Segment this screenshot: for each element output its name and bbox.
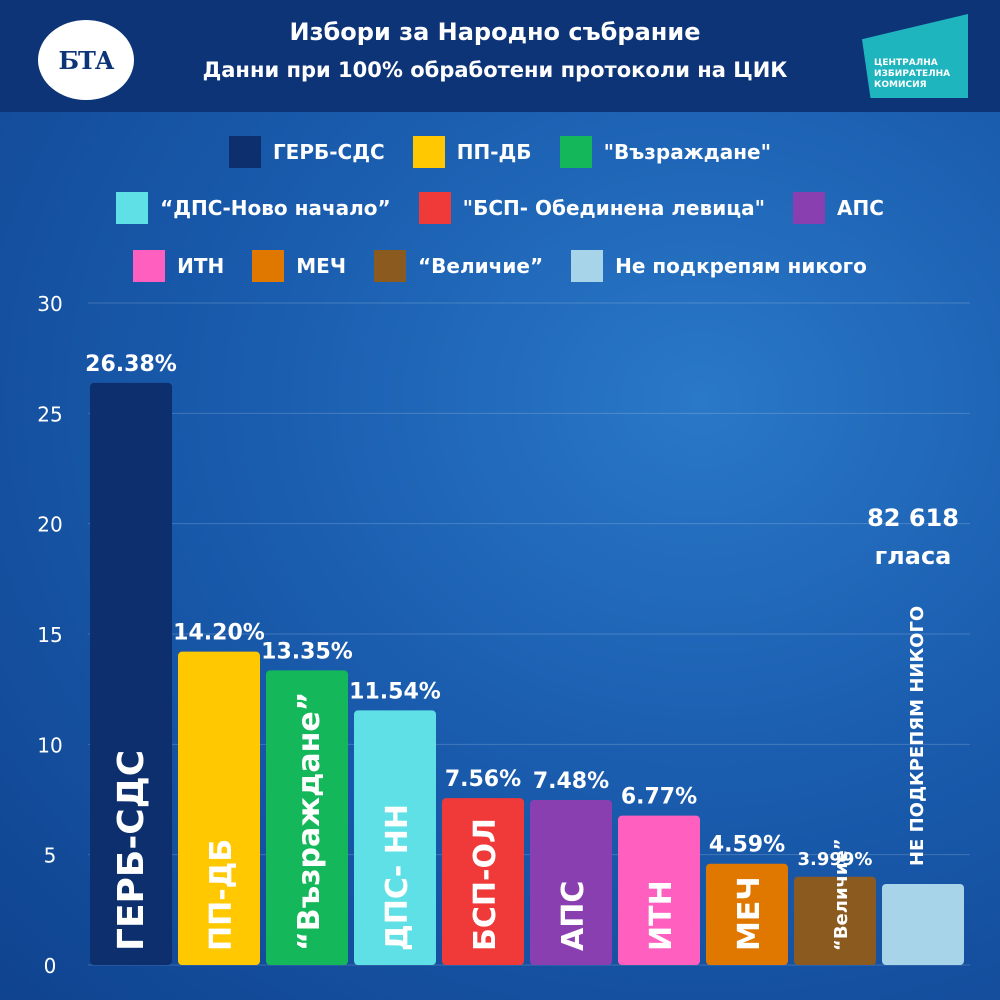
legend-label: АПС (837, 196, 884, 220)
bar (618, 815, 700, 965)
legend-item: "БСП- Обединена левица" (418, 192, 765, 224)
category-label: БСП-ОЛ (468, 818, 503, 951)
legend-swatch (252, 250, 285, 282)
legend-row-2: “ДПС-Ново начало” "БСП- Обединена левица… (0, 192, 1000, 224)
category-label: МЕЧ (732, 876, 767, 951)
legend-swatch (571, 250, 604, 282)
y-tick-label: 5 (44, 844, 57, 868)
category-label: ИТН (644, 880, 679, 951)
legend-item: ПП-ДБ (412, 136, 532, 168)
bar (442, 798, 524, 965)
legend-item: “ДПС-Ново начало” (116, 192, 391, 224)
cik-logo: ЦЕНТРАЛНА ИЗБИРАТЕЛНА КОМИСИЯ (862, 14, 968, 98)
bar (794, 876, 876, 965)
bta-logo: БТА (38, 20, 134, 100)
category-label: ДПС- НН (380, 804, 415, 951)
bar (530, 799, 612, 965)
data-label: 26.38% (85, 352, 177, 377)
bar (882, 884, 964, 965)
legend-label: ПП-ДБ (456, 140, 532, 164)
data-label: 3.999% (798, 849, 873, 870)
page-subtitle: Данни при 100% обработени протоколи на Ц… (202, 58, 788, 82)
y-tick-label: 15 (37, 623, 62, 647)
legend-item: МЕЧ (252, 250, 346, 282)
data-label-unit: гласа (875, 542, 952, 570)
legend-item: ГЕРБ-СДС (228, 136, 385, 168)
bar (90, 382, 172, 965)
category-label: АПС (556, 881, 591, 951)
legend-row-1: ГЕРБ-СДС ПП-ДБ "Възраждане" (0, 136, 1000, 168)
data-label: 6.77% (621, 785, 697, 810)
legend-label: “ДПС-Ново начало” (160, 196, 391, 220)
legend-swatch (559, 136, 592, 168)
y-tick-label: 20 (37, 513, 62, 537)
header: БТА Избори за Народно събрание Данни при… (0, 0, 1000, 112)
legend-swatch (228, 136, 261, 168)
y-tick-label: 25 (37, 402, 62, 426)
y-tick-label: 0 (44, 954, 57, 978)
legend-swatch (412, 136, 445, 168)
page-title: Избори за Народно събрание (289, 18, 701, 46)
category-label: ПП-ДБ (204, 839, 239, 951)
data-label: 4.59% (709, 833, 785, 858)
legend-item: ИТН (133, 250, 224, 282)
legend-label: ГЕРБ-СДС (272, 140, 385, 164)
legend-label: “Величие” (418, 254, 544, 278)
legend-item: АПС (793, 192, 884, 224)
data-label: 13.35% (261, 639, 353, 664)
data-label: 82 618 (867, 504, 959, 532)
bar (354, 710, 436, 965)
legend-swatch (133, 250, 166, 282)
category-label: “Величие” (831, 838, 852, 951)
category-label: НЕ ПОДКРЕПЯМ НИКОГО (907, 606, 928, 866)
data-label: 14.20% (173, 621, 265, 646)
category-label: “Възраждане” (292, 692, 327, 951)
bar (706, 863, 788, 965)
category-label: ГЕРБ-СДС (111, 750, 152, 951)
legend-item: Не подкрепям никого (571, 250, 867, 282)
legend-label: МЕЧ (296, 254, 347, 278)
bar (178, 651, 260, 965)
legend-swatch (374, 250, 407, 282)
legend-item: "Възраждане" (559, 136, 772, 168)
data-label: 11.54% (349, 679, 441, 704)
data-label: 7.56% (445, 767, 521, 792)
bar (266, 670, 348, 965)
data-label: 7.48% (533, 769, 609, 794)
legend-swatch (116, 192, 149, 224)
legend-label: ИТН (177, 254, 225, 278)
legend-label: "БСП- Обединена левица" (462, 196, 765, 220)
legend-label: "Възраждане" (603, 140, 772, 164)
y-tick-label: 30 (37, 292, 62, 316)
legend-item: “Величие” (374, 250, 543, 282)
legend-label: Не подкрепям никого (615, 254, 867, 278)
y-tick-label: 10 (37, 733, 62, 757)
legend-swatch (418, 192, 451, 224)
legend-row-3: ИТН МЕЧ “Величие” Не подкрепям никого (0, 250, 1000, 282)
legend-swatch (793, 192, 825, 224)
